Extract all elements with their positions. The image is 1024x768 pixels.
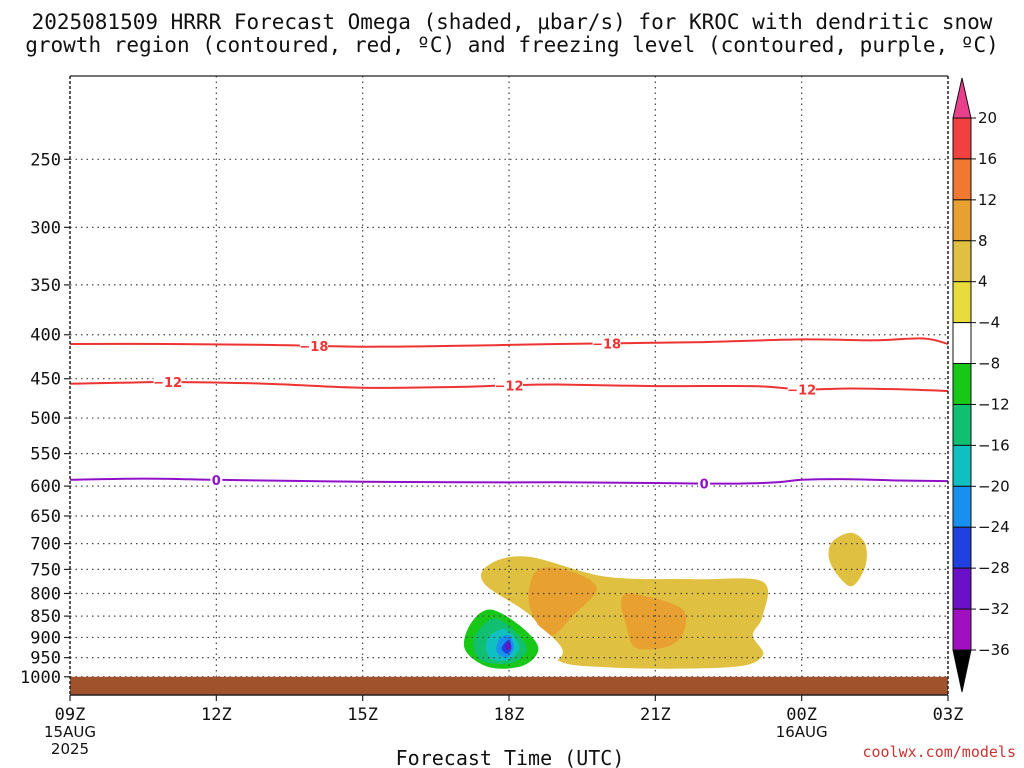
contour-layer: −18 −18 −12 −12 −12 0 0 bbox=[70, 335, 948, 492]
x-tick-label: 18Z bbox=[494, 705, 525, 725]
contour-label: −12 bbox=[787, 383, 816, 398]
y-tick-label: 650 bbox=[30, 507, 61, 527]
x-tick-label: 09Z bbox=[55, 705, 86, 725]
colorbar-label: 16 bbox=[978, 150, 997, 168]
colorbar-label: −16 bbox=[978, 436, 1010, 454]
colorbar-bottom-arrow bbox=[952, 649, 972, 693]
colorbar-label: −36 bbox=[978, 641, 1010, 659]
credit-link[interactable]: coolwx.com/models bbox=[862, 743, 1016, 761]
colorbar-label: −28 bbox=[978, 559, 1010, 577]
y-tick-label: 350 bbox=[30, 276, 61, 296]
x-tick-label: 21Z bbox=[640, 705, 671, 725]
colorbar-segment bbox=[952, 485, 972, 528]
colorbar: 20 16 12 8 4 −4 −8 −12 −16 −20 −24 −28 −32 −36 bbox=[952, 77, 1010, 693]
colorbar-label: 8 bbox=[978, 232, 988, 250]
contour-label-bg bbox=[210, 471, 223, 488]
omega-region bbox=[554, 503, 714, 544]
colorbar-segment bbox=[952, 322, 972, 365]
x-tick-label: 15Z bbox=[347, 705, 378, 725]
y-tick-label: 300 bbox=[30, 218, 61, 238]
contour-label: −12 bbox=[495, 379, 524, 394]
colorbar-segment bbox=[952, 567, 972, 610]
colorbar-label: −32 bbox=[978, 600, 1010, 618]
contour-label: 0 bbox=[700, 477, 709, 492]
y-tick-label: 950 bbox=[30, 649, 61, 669]
x-axis-label: Forecast Time (UTC) bbox=[396, 746, 625, 768]
y-tick-label: 850 bbox=[30, 607, 61, 627]
x-tick-label: 12Z bbox=[201, 705, 232, 725]
x-tick-year: 2025 bbox=[51, 740, 89, 758]
colorbar-label: −8 bbox=[978, 355, 1000, 373]
contour-line-dendritic bbox=[70, 337, 948, 348]
colorbar-segment bbox=[952, 403, 972, 446]
colorbar-segment bbox=[952, 281, 972, 324]
contour-label: 0 bbox=[212, 474, 221, 489]
colorbar-label: 4 bbox=[978, 273, 988, 291]
y-tick-label: 250 bbox=[30, 150, 61, 170]
colorbar-segment bbox=[952, 363, 972, 405]
y-tick-label: 800 bbox=[30, 584, 61, 604]
colorbar-segment bbox=[952, 199, 972, 242]
contour-label-bg bbox=[495, 377, 523, 394]
ground-fill bbox=[70, 676, 948, 695]
omega-shading-layer bbox=[138, 262, 948, 673]
colorbar-label: −24 bbox=[978, 518, 1010, 536]
contour-label: −18 bbox=[299, 340, 328, 355]
colorbar-segment bbox=[952, 117, 972, 160]
colorbar-segment bbox=[952, 158, 972, 201]
colorbar-segment bbox=[952, 240, 972, 283]
x-tick-label: 00Z bbox=[786, 705, 817, 725]
omega-region bbox=[528, 567, 597, 636]
chart-title-line-2: growth region (contoured, red, ºC) and f… bbox=[25, 33, 999, 57]
chart-title-line-1: 2025081509 HRRR Forecast Omega (shaded, … bbox=[32, 10, 993, 34]
colorbar-top-arrow bbox=[952, 77, 972, 119]
colorbar-segment bbox=[952, 526, 972, 569]
colorbar-segment bbox=[952, 608, 972, 651]
y-tick-label: 550 bbox=[30, 445, 61, 465]
y-tick-label: 1000 bbox=[20, 668, 61, 688]
omega-region bbox=[138, 600, 183, 641]
y-tick-label: 900 bbox=[30, 628, 61, 648]
omega-region bbox=[828, 532, 867, 587]
omega-region bbox=[621, 593, 687, 650]
colorbar-segment bbox=[952, 444, 972, 487]
y-tick-label: 750 bbox=[30, 560, 61, 580]
omega-region bbox=[940, 262, 948, 301]
x-tick-label: 03Z bbox=[933, 705, 964, 725]
x-tick-date: 16AUG bbox=[776, 723, 828, 741]
y-axis-ticks: 2503003504004505005506006507007508008509… bbox=[20, 150, 70, 688]
contour-label: −12 bbox=[153, 376, 182, 391]
colorbar-label: −12 bbox=[978, 395, 1010, 413]
contour-label-bg bbox=[698, 475, 711, 492]
contour-line-dendritic bbox=[70, 380, 948, 392]
colorbar-label: −20 bbox=[978, 477, 1010, 495]
contour-label: −18 bbox=[592, 337, 621, 352]
contour-label-bg bbox=[787, 381, 816, 398]
y-tick-label: 600 bbox=[30, 477, 61, 497]
colorbar-label: 12 bbox=[978, 191, 997, 209]
x-tick-date: 15AUG bbox=[44, 723, 96, 741]
contour-label-bg bbox=[592, 335, 621, 352]
contour-label-bg bbox=[153, 374, 182, 391]
contour-label-bg bbox=[299, 337, 328, 354]
y-tick-label: 700 bbox=[30, 535, 61, 555]
ground-layer bbox=[70, 676, 948, 695]
y-tick-label: 500 bbox=[30, 409, 61, 429]
colorbar-label: 20 bbox=[978, 109, 997, 127]
y-tick-label: 450 bbox=[30, 370, 61, 390]
y-tick-label: 400 bbox=[30, 326, 61, 346]
colorbar-label: −4 bbox=[978, 314, 1000, 332]
